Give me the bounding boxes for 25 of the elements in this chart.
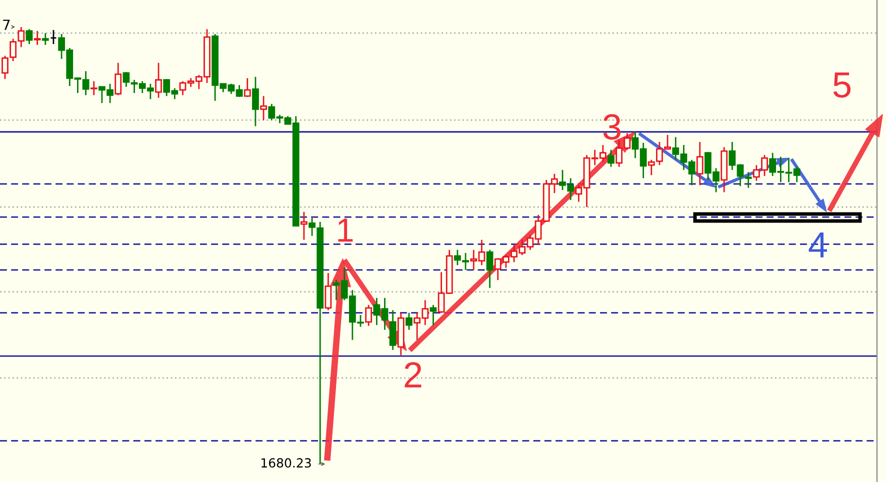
candlestick xyxy=(244,77,251,98)
annotation: 1 xyxy=(338,218,353,242)
candlestick xyxy=(300,211,308,241)
candlestick xyxy=(26,28,33,45)
annotation: 7 xyxy=(3,20,10,30)
candlestick xyxy=(744,171,752,189)
candlestick xyxy=(252,76,259,127)
candlestick xyxy=(486,249,494,289)
candlestick xyxy=(324,272,332,311)
text: 5 xyxy=(833,72,851,98)
candlestick xyxy=(608,149,614,168)
candlestick xyxy=(90,80,98,96)
candlestick xyxy=(155,62,162,98)
annotation: 1680.23 xyxy=(262,458,311,468)
candlestick xyxy=(260,95,268,121)
candlestick xyxy=(406,312,412,331)
candlestick xyxy=(430,304,437,326)
candlestick xyxy=(34,30,41,46)
candlestick xyxy=(696,141,704,186)
candlestick xyxy=(50,29,57,45)
annotation: 2 xyxy=(404,362,422,388)
candlestick xyxy=(42,32,49,46)
candlestick xyxy=(365,304,372,327)
candlestick xyxy=(389,309,396,351)
candlestick xyxy=(114,62,122,96)
